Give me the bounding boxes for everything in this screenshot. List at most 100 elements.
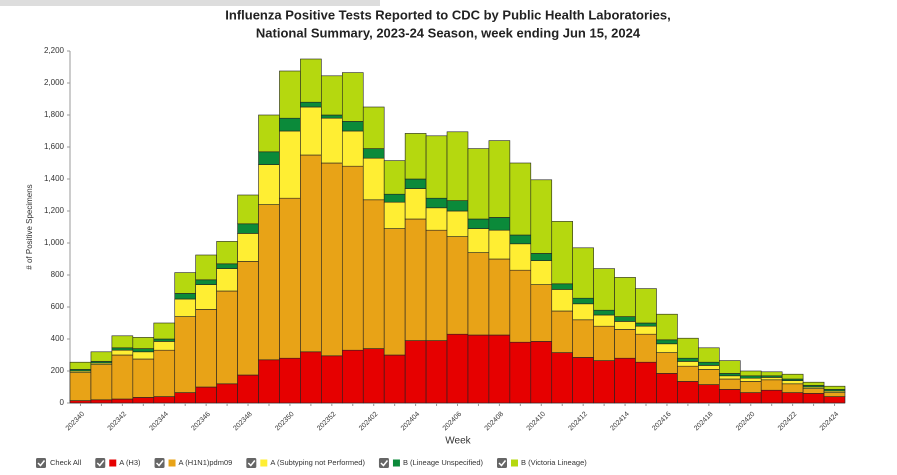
bar-segment: [656, 339, 678, 345]
bar-segment: [719, 360, 741, 374]
x-tick-label: 202410: [526, 411, 548, 433]
bar-segment: [614, 329, 636, 359]
bar-segment: [635, 333, 657, 363]
bar-segment: [258, 204, 280, 361]
legend-swatch: [511, 459, 518, 467]
bar-segment: [488, 229, 511, 260]
bar-segment: [488, 258, 511, 336]
bar-segment: [174, 392, 196, 404]
bar-segment: [698, 365, 720, 370]
bar-segment: [90, 399, 113, 404]
bar-segment: [509, 341, 532, 404]
legend-check: [498, 460, 507, 467]
bar-segment: [698, 347, 720, 363]
bar-segment: [739, 370, 762, 377]
bar-segment: [111, 398, 134, 404]
bar-segment: [300, 106, 322, 156]
bar-segment: [719, 378, 741, 390]
bar-segment: [614, 277, 636, 317]
bar-segment: [195, 386, 217, 404]
bar-segment: [446, 131, 469, 201]
bar-segment: [69, 361, 92, 370]
legend-checkbox[interactable]: [36, 458, 46, 468]
y-axis-label: # of Positive Specimens: [25, 184, 34, 269]
legend-checkbox[interactable]: [154, 458, 165, 468]
x-tick-label: 202346: [190, 411, 212, 433]
bar-segment: [781, 383, 804, 393]
bar-segment: [69, 372, 92, 401]
bar-segment: [111, 354, 134, 400]
bar-segment: [530, 179, 553, 254]
x-tick-label: 202408: [484, 411, 506, 433]
bar-segment: [362, 199, 385, 349]
bar-segment: [216, 290, 238, 385]
bar-segment: [153, 341, 176, 351]
legend-checkbox[interactable]: [95, 458, 106, 468]
y-tick-label: 200: [51, 366, 65, 375]
bar-segment: [698, 369, 720, 385]
bar-segment: [258, 151, 280, 165]
legend-label: B (Victoria Lineage): [521, 458, 587, 467]
chart-title: Influenza Positive Tests Reported to CDC…: [225, 7, 670, 22]
bar-segment: [90, 351, 113, 362]
bar-segment: [467, 228, 490, 253]
legend-checkbox[interactable]: [246, 458, 257, 468]
legend-label: A (H1N1)pdm09: [179, 458, 233, 467]
bar-segment: [321, 117, 343, 164]
bar-segment: [195, 309, 217, 388]
legend-swatch: [392, 459, 400, 467]
bar-segment: [677, 365, 699, 382]
y-tick-label: 1,400: [44, 174, 65, 183]
bar-segment: [614, 357, 636, 404]
x-tick-label: 202350: [274, 411, 296, 433]
y-tick-label: 1,200: [44, 206, 65, 215]
bar-segment: [341, 121, 364, 132]
bar-segment: [425, 340, 448, 404]
bar-segment: [509, 234, 532, 245]
bar-segment: [635, 322, 657, 327]
bar-segment: [677, 361, 699, 367]
bar-segment: [635, 325, 657, 335]
bar-segment: [111, 347, 134, 351]
bar-segment: [321, 355, 343, 404]
bar-segment: [258, 359, 280, 404]
bar-segment: [656, 373, 678, 404]
bar-segment: [488, 217, 511, 231]
y-tick-label: 400: [51, 334, 65, 343]
bar-segment: [69, 400, 92, 404]
bar-segment: [446, 200, 469, 212]
bar-segment: [132, 351, 155, 360]
bar-segment: [551, 289, 574, 312]
x-tick-label: 202340: [65, 411, 87, 433]
x-tick-label: 202416: [651, 411, 673, 433]
x-tick-label: 202344: [149, 411, 171, 433]
bar-segment: [509, 243, 532, 271]
bar-segment: [174, 298, 196, 317]
bar-segment: [216, 383, 238, 404]
x-axis-label: Week: [445, 436, 471, 447]
bar-segment: [760, 389, 783, 404]
y-tick-label: 1,000: [44, 238, 65, 247]
bar-segment: [572, 303, 594, 321]
bar-segment: [614, 321, 636, 330]
bar-segment: [467, 252, 490, 336]
legend-checkbox[interactable]: [378, 458, 389, 468]
bar-segment: [216, 263, 238, 269]
legend-checkbox[interactable]: [497, 458, 507, 468]
y-tick-label: 600: [51, 302, 65, 311]
bar-segment: [258, 164, 280, 205]
bar-segment: [739, 375, 762, 379]
bar-segment: [341, 72, 364, 122]
bar-segment: [404, 218, 427, 341]
bar-segment: [677, 337, 699, 359]
bar-segment: [509, 162, 532, 236]
bar-segment: [530, 260, 553, 285]
bar-segment: [572, 357, 594, 404]
chart-title: National Summary, 2023-24 Season, week e…: [256, 25, 641, 40]
bar-segment: [321, 75, 343, 116]
bar-segment: [467, 218, 490, 229]
legend-check: [37, 460, 46, 467]
bar-segment: [488, 140, 511, 218]
bar-segment: [383, 193, 406, 203]
